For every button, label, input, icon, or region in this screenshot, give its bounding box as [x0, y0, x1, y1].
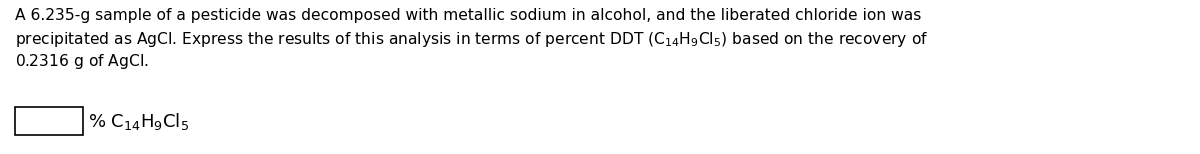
- Text: 0.2316 g of $\mathregular{AgCl}$.: 0.2316 g of $\mathregular{AgCl}$.: [14, 52, 149, 71]
- Text: % $\mathregular{C_{14}H_9Cl_5}$: % $\mathregular{C_{14}H_9Cl_5}$: [88, 111, 190, 132]
- Bar: [14, 107, 83, 135]
- Text: precipitated as $\mathregular{AgCl}$. Express the results of this analysis in te: precipitated as $\mathregular{AgCl}$. Ex…: [14, 30, 929, 49]
- Text: A 6.235-g sample of a pesticide was decomposed with metallic sodium in alcohol, : A 6.235-g sample of a pesticide was deco…: [14, 8, 922, 23]
